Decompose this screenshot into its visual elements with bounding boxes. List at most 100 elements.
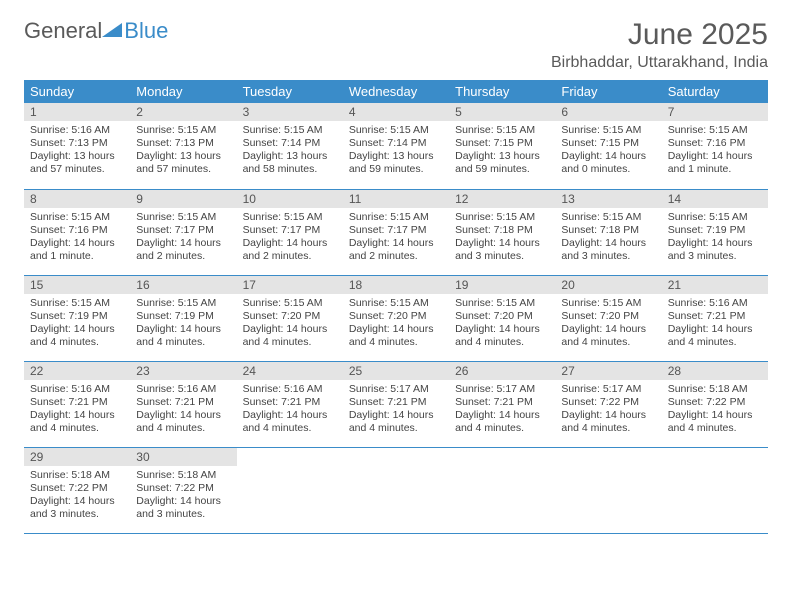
- sunset-line: Sunset: 7:22 PM: [136, 482, 230, 495]
- sunrise-line: Sunrise: 5:15 AM: [668, 211, 762, 224]
- day-details: Sunrise: 5:15 AMSunset: 7:14 PMDaylight:…: [343, 121, 449, 181]
- day-line: Daylight: 14 hours and 1 minute.: [30, 237, 124, 263]
- month-title: June 2025: [551, 18, 768, 52]
- sunset-line: Sunset: 7:15 PM: [455, 137, 549, 150]
- sunrise-line: Sunrise: 5:15 AM: [349, 297, 443, 310]
- day-details: Sunrise: 5:15 AMSunset: 7:17 PMDaylight:…: [130, 208, 236, 268]
- sunrise-line: Sunrise: 5:15 AM: [243, 124, 337, 137]
- day-line: Daylight: 14 hours and 3 minutes.: [30, 495, 124, 521]
- day-line: Daylight: 14 hours and 0 minutes.: [561, 150, 655, 176]
- day-line: Daylight: 14 hours and 4 minutes.: [668, 409, 762, 435]
- calendar-day-cell: 18Sunrise: 5:15 AMSunset: 7:20 PMDayligh…: [343, 275, 449, 361]
- day-line: Daylight: 14 hours and 2 minutes.: [349, 237, 443, 263]
- day-number: 19: [449, 276, 555, 294]
- day-number: 11: [343, 190, 449, 208]
- calendar-day-cell: 15Sunrise: 5:15 AMSunset: 7:19 PMDayligh…: [24, 275, 130, 361]
- sunrise-line: Sunrise: 5:18 AM: [30, 469, 124, 482]
- sunset-line: Sunset: 7:15 PM: [561, 137, 655, 150]
- sunrise-line: Sunrise: 5:16 AM: [668, 297, 762, 310]
- sunset-line: Sunset: 7:13 PM: [136, 137, 230, 150]
- sunrise-line: Sunrise: 5:16 AM: [243, 383, 337, 396]
- day-number: 1: [24, 103, 130, 121]
- sunrise-line: Sunrise: 5:15 AM: [349, 211, 443, 224]
- day-number: 7: [662, 103, 768, 121]
- weekday-header: Tuesday: [237, 80, 343, 103]
- day-line: Daylight: 14 hours and 4 minutes.: [30, 409, 124, 435]
- calendar-day-cell: 26Sunrise: 5:17 AMSunset: 7:21 PMDayligh…: [449, 361, 555, 447]
- day-details: Sunrise: 5:16 AMSunset: 7:21 PMDaylight:…: [24, 380, 130, 440]
- calendar-week-row: 1Sunrise: 5:16 AMSunset: 7:13 PMDaylight…: [24, 103, 768, 189]
- sunset-line: Sunset: 7:19 PM: [136, 310, 230, 323]
- day-line: Daylight: 14 hours and 4 minutes.: [136, 323, 230, 349]
- sunrise-line: Sunrise: 5:15 AM: [561, 211, 655, 224]
- calendar-day-cell: 14Sunrise: 5:15 AMSunset: 7:19 PMDayligh…: [662, 189, 768, 275]
- weekday-header: Friday: [555, 80, 661, 103]
- calendar-day-cell: [555, 447, 661, 533]
- day-line: Daylight: 14 hours and 3 minutes.: [136, 495, 230, 521]
- calendar-week-row: 29Sunrise: 5:18 AMSunset: 7:22 PMDayligh…: [24, 447, 768, 533]
- calendar-day-cell: 24Sunrise: 5:16 AMSunset: 7:21 PMDayligh…: [237, 361, 343, 447]
- day-details: Sunrise: 5:15 AMSunset: 7:19 PMDaylight:…: [662, 208, 768, 268]
- sunset-line: Sunset: 7:17 PM: [136, 224, 230, 237]
- page-header: General Blue June 2025 Birbhaddar, Uttar…: [24, 18, 768, 72]
- day-line: Daylight: 14 hours and 4 minutes.: [668, 323, 762, 349]
- calendar-day-cell: 27Sunrise: 5:17 AMSunset: 7:22 PMDayligh…: [555, 361, 661, 447]
- calendar-day-cell: 28Sunrise: 5:18 AMSunset: 7:22 PMDayligh…: [662, 361, 768, 447]
- sunrise-line: Sunrise: 5:15 AM: [455, 124, 549, 137]
- day-number: 26: [449, 362, 555, 380]
- day-number: 2: [130, 103, 236, 121]
- day-line: Daylight: 14 hours and 4 minutes.: [455, 409, 549, 435]
- calendar-day-cell: 4Sunrise: 5:15 AMSunset: 7:14 PMDaylight…: [343, 103, 449, 189]
- day-line: Daylight: 14 hours and 2 minutes.: [243, 237, 337, 263]
- day-details: Sunrise: 5:15 AMSunset: 7:13 PMDaylight:…: [130, 121, 236, 181]
- calendar-day-cell: 11Sunrise: 5:15 AMSunset: 7:17 PMDayligh…: [343, 189, 449, 275]
- sunset-line: Sunset: 7:21 PM: [668, 310, 762, 323]
- day-details: Sunrise: 5:15 AMSunset: 7:17 PMDaylight:…: [343, 208, 449, 268]
- title-block: June 2025 Birbhaddar, Uttarakhand, India: [551, 18, 768, 72]
- sunset-line: Sunset: 7:19 PM: [668, 224, 762, 237]
- sunrise-line: Sunrise: 5:15 AM: [30, 211, 124, 224]
- sunset-line: Sunset: 7:22 PM: [30, 482, 124, 495]
- day-details: Sunrise: 5:15 AMSunset: 7:18 PMDaylight:…: [555, 208, 661, 268]
- sunrise-line: Sunrise: 5:15 AM: [136, 124, 230, 137]
- day-details: Sunrise: 5:16 AMSunset: 7:13 PMDaylight:…: [24, 121, 130, 181]
- day-number: 14: [662, 190, 768, 208]
- day-number: 27: [555, 362, 661, 380]
- day-number: 3: [237, 103, 343, 121]
- day-details: Sunrise: 5:17 AMSunset: 7:21 PMDaylight:…: [343, 380, 449, 440]
- day-number: 8: [24, 190, 130, 208]
- day-details: Sunrise: 5:18 AMSunset: 7:22 PMDaylight:…: [130, 466, 236, 526]
- calendar-day-cell: 22Sunrise: 5:16 AMSunset: 7:21 PMDayligh…: [24, 361, 130, 447]
- sunrise-line: Sunrise: 5:15 AM: [561, 297, 655, 310]
- sunrise-line: Sunrise: 5:17 AM: [561, 383, 655, 396]
- calendar-day-cell: 3Sunrise: 5:15 AMSunset: 7:14 PMDaylight…: [237, 103, 343, 189]
- day-number: 28: [662, 362, 768, 380]
- sunrise-line: Sunrise: 5:15 AM: [455, 211, 549, 224]
- calendar-day-cell: [449, 447, 555, 533]
- day-details: Sunrise: 5:18 AMSunset: 7:22 PMDaylight:…: [24, 466, 130, 526]
- sunset-line: Sunset: 7:21 PM: [243, 396, 337, 409]
- calendar-day-cell: [237, 447, 343, 533]
- day-line: Daylight: 14 hours and 3 minutes.: [668, 237, 762, 263]
- calendar-day-cell: 5Sunrise: 5:15 AMSunset: 7:15 PMDaylight…: [449, 103, 555, 189]
- day-line: Daylight: 13 hours and 59 minutes.: [455, 150, 549, 176]
- calendar-table: Sunday Monday Tuesday Wednesday Thursday…: [24, 80, 768, 534]
- calendar-week-row: 15Sunrise: 5:15 AMSunset: 7:19 PMDayligh…: [24, 275, 768, 361]
- sunset-line: Sunset: 7:17 PM: [349, 224, 443, 237]
- calendar-day-cell: 20Sunrise: 5:15 AMSunset: 7:20 PMDayligh…: [555, 275, 661, 361]
- weekday-header: Sunday: [24, 80, 130, 103]
- day-number: 15: [24, 276, 130, 294]
- day-number: 18: [343, 276, 449, 294]
- day-number: 12: [449, 190, 555, 208]
- day-line: Daylight: 13 hours and 58 minutes.: [243, 150, 337, 176]
- sunset-line: Sunset: 7:17 PM: [243, 224, 337, 237]
- day-number: 21: [662, 276, 768, 294]
- day-details: Sunrise: 5:15 AMSunset: 7:19 PMDaylight:…: [24, 294, 130, 354]
- sunset-line: Sunset: 7:18 PM: [561, 224, 655, 237]
- day-line: Daylight: 14 hours and 3 minutes.: [455, 237, 549, 263]
- weekday-header-row: Sunday Monday Tuesday Wednesday Thursday…: [24, 80, 768, 103]
- day-line: Daylight: 14 hours and 4 minutes.: [455, 323, 549, 349]
- day-line: Daylight: 14 hours and 4 minutes.: [136, 409, 230, 435]
- day-line: Daylight: 14 hours and 4 minutes.: [30, 323, 124, 349]
- sunset-line: Sunset: 7:20 PM: [349, 310, 443, 323]
